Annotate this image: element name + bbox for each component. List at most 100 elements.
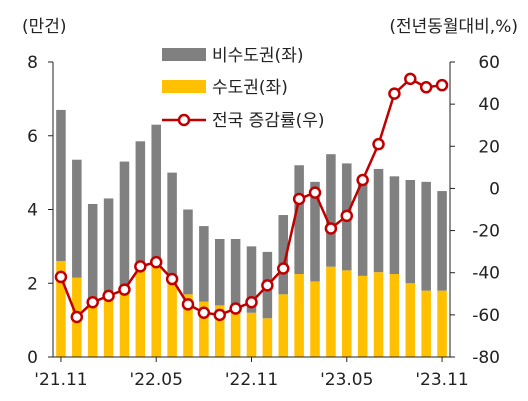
point-national-18 — [340, 209, 354, 223]
point-national-12 — [245, 295, 258, 309]
bar-non-capital-1 — [72, 159, 82, 278]
bar-capital-12 — [246, 312, 257, 357]
x-tick-label-12: '22.11 — [225, 370, 278, 390]
point-national-1 — [70, 310, 84, 324]
bar-non-capital-16 — [310, 181, 320, 282]
bar-non-capital-11 — [230, 239, 241, 308]
bar-non-capital-2 — [87, 203, 98, 298]
point-national-6 — [149, 255, 163, 269]
ticks-layer: 0 2 4 6 8 60 40 20 0 -20 -40 -60 -80 '21.11 '22.05 '22.… — [27, 53, 500, 390]
bar-non-capital-10 — [214, 239, 225, 306]
bar-capital-3 — [103, 296, 114, 357]
legend-marker-national — [177, 113, 191, 127]
point-national-3 — [102, 289, 115, 303]
bar-non-capital-12 — [246, 246, 257, 313]
left-tick-label-6: 6 — [27, 127, 38, 147]
left-axis-unit: (만건) — [22, 17, 67, 37]
bar-capital-6 — [151, 264, 161, 357]
left-tick-label-2: 2 — [27, 274, 38, 294]
right-tick-label--60: -60 — [472, 306, 500, 326]
point-national-16 — [308, 186, 322, 199]
bar-non-capital-23 — [421, 181, 431, 291]
bar-non-capital-5 — [135, 141, 146, 271]
bar-capital-8 — [183, 294, 193, 357]
bar-non-capital-20 — [373, 168, 384, 273]
bar-capital-24 — [437, 290, 447, 357]
right-tick-label--20: -20 — [472, 222, 500, 242]
bar-non-capital-21 — [389, 176, 400, 275]
bar-non-capital-19 — [357, 180, 368, 276]
bar-non-capital-22 — [405, 180, 416, 284]
bar-capital-11 — [230, 307, 241, 357]
bar-non-capital-24 — [437, 191, 447, 291]
bar-capital-13 — [262, 318, 273, 357]
point-national-24 — [435, 78, 449, 92]
bar-capital-22 — [405, 283, 416, 357]
left-tick-label-8: 8 — [27, 53, 38, 73]
point-national-9 — [197, 306, 211, 319]
point-national-0 — [54, 270, 68, 284]
legend-swatch-non-capital — [162, 48, 206, 61]
bar-capital-15 — [294, 274, 304, 357]
right-tick-label-0: 0 — [489, 179, 500, 199]
bar-capital-7 — [167, 275, 177, 357]
bar-capital-19 — [357, 275, 368, 357]
point-national-22 — [404, 72, 417, 86]
bar-capital-5 — [135, 270, 146, 357]
bar-capital-10 — [214, 305, 225, 357]
bar-non-capital-9 — [199, 226, 209, 302]
bar-non-capital-17 — [326, 154, 336, 267]
point-national-10 — [213, 308, 226, 322]
point-national-7 — [165, 272, 179, 286]
bars-layer — [56, 109, 447, 357]
axes-layer — [48, 61, 455, 362]
point-national-15 — [292, 192, 306, 206]
bar-non-capital-6 — [151, 124, 161, 265]
bar-non-capital-15 — [294, 165, 304, 275]
point-national-20 — [372, 137, 385, 151]
bar-capital-14 — [278, 294, 289, 357]
point-national-14 — [277, 262, 290, 275]
point-national-21 — [388, 87, 401, 100]
bar-capital-20 — [373, 272, 384, 357]
point-national-2 — [86, 295, 99, 309]
right-tick-label-40: 40 — [478, 95, 500, 115]
bar-capital-2 — [87, 298, 98, 357]
x-tick-label-6: '22.05 — [130, 370, 183, 390]
x-tick-label-18: '23.05 — [320, 370, 373, 390]
bar-non-capital-7 — [167, 172, 177, 276]
point-national-17 — [324, 222, 338, 235]
bar-non-capital-14 — [278, 215, 289, 295]
legend: 비수도권(좌) 수도권(좌) 전국 증감률(우) — [162, 46, 325, 131]
bar-non-capital-4 — [119, 161, 130, 286]
bar-capital-0 — [56, 261, 66, 357]
x-tick-label-0: '21.11 — [34, 370, 87, 390]
right-axis-unit: (전년동월대비,%) — [389, 17, 518, 37]
left-tick-label-0: 0 — [27, 348, 38, 368]
right-tick-label-60: 60 — [478, 53, 500, 73]
point-national-13 — [261, 279, 274, 292]
legend-swatch-capital — [162, 80, 206, 93]
right-tick-label--80: -80 — [472, 348, 500, 368]
legend-label-national: 전국 증감률(우) — [212, 111, 325, 131]
right-tick-label--40: -40 — [472, 264, 500, 284]
point-national-19 — [356, 173, 369, 187]
point-national-4 — [118, 283, 131, 296]
right-tick-label-20: 20 — [478, 137, 500, 157]
bar-non-capital-8 — [183, 209, 193, 295]
point-national-5 — [134, 260, 147, 273]
bar-capital-21 — [389, 274, 400, 357]
bar-capital-4 — [119, 285, 130, 357]
legend-label-non-capital: 비수도권(좌) — [212, 46, 303, 66]
x-tick-label-24: '23.11 — [415, 370, 468, 390]
bar-capital-9 — [199, 301, 209, 357]
line-layer — [54, 72, 449, 324]
bar-capital-23 — [421, 290, 431, 357]
point-national-11 — [229, 302, 242, 315]
bar-non-capital-3 — [103, 198, 114, 297]
bar-capital-16 — [310, 281, 320, 357]
bar-capital-18 — [342, 270, 352, 357]
point-national-8 — [181, 298, 195, 311]
left-tick-label-4: 4 — [27, 201, 38, 221]
